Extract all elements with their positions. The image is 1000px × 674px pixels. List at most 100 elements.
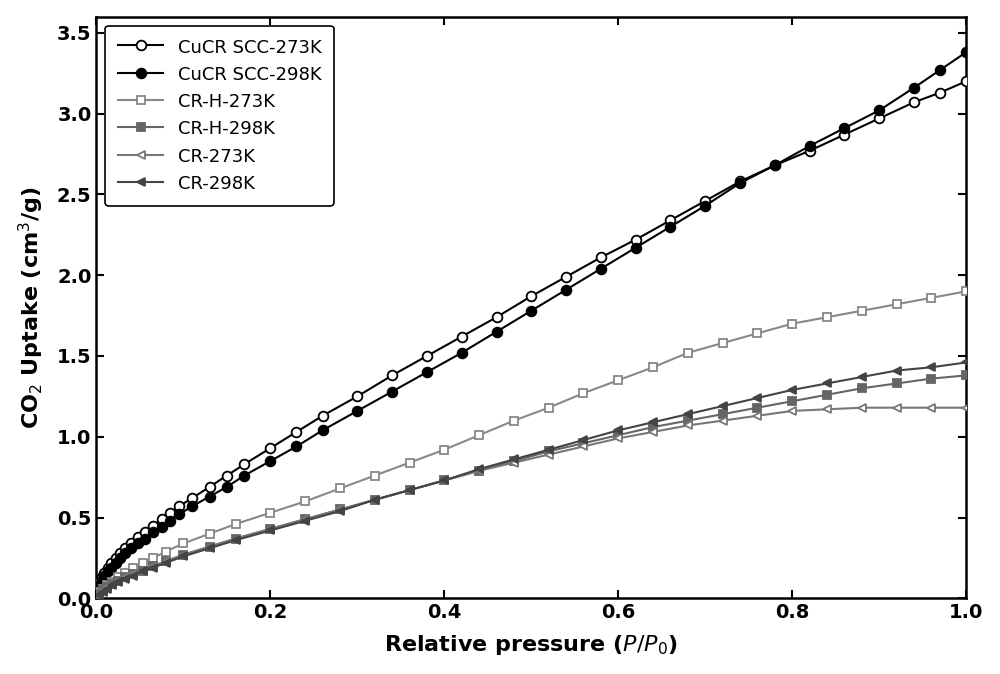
CR-H-298K [112, 576, 124, 584]
CuCR SCC-273K [804, 147, 816, 155]
CR-273K [682, 421, 694, 429]
CuCR SCC-273K [317, 412, 329, 420]
CR-H-273K [856, 307, 868, 315]
CR-H-273K [97, 584, 109, 592]
CR-H-273K [112, 574, 124, 582]
CR-H-298K [438, 477, 450, 485]
CR-H-273K [821, 313, 833, 321]
CR-H-273K [682, 348, 694, 357]
CuCR SCC-298K [290, 442, 302, 450]
CuCR SCC-298K [147, 528, 159, 536]
CR-H-273K [891, 300, 903, 308]
CuCR SCC-298K [238, 472, 250, 480]
CR-298K [264, 526, 276, 534]
CuCR SCC-273K [93, 578, 105, 586]
CR-273K [97, 586, 109, 594]
CR-298K [177, 552, 189, 560]
CuCR SCC-273K [908, 98, 920, 106]
CuCR SCC-273K [114, 549, 126, 557]
CR-273K [264, 525, 276, 533]
CuCR SCC-298K [110, 559, 122, 567]
CuCR SCC-273K [456, 332, 468, 340]
CR-H-273K [106, 578, 118, 586]
CR-273K [369, 496, 381, 504]
CR-298K [127, 572, 139, 580]
CR-H-298K [106, 580, 118, 588]
CR-298K [821, 379, 833, 388]
CR-273K [204, 543, 216, 551]
CuCR SCC-273K [139, 528, 151, 536]
CR-H-298K [717, 410, 729, 418]
CR-298K [647, 418, 659, 426]
CR-298K [473, 465, 485, 473]
CR-H-273K [786, 319, 798, 328]
CR-298K [230, 536, 242, 544]
CuCR SCC-273K [164, 509, 176, 517]
CuCR SCC-298K [491, 328, 503, 336]
CuCR SCC-273K [873, 115, 885, 123]
CR-H-298K [647, 423, 659, 431]
CR-H-298K [147, 562, 159, 570]
CR-H-298K [137, 567, 149, 575]
CR-H-298K [160, 557, 172, 565]
CR-298K [682, 410, 694, 418]
CR-273K [438, 477, 450, 485]
CR-273K [404, 486, 416, 494]
CuCR SCC-273K [664, 216, 676, 224]
CuCR SCC-298K [173, 510, 185, 518]
CR-H-273K [204, 530, 216, 538]
CuCR SCC-298K [595, 265, 607, 273]
CuCR SCC-273K [132, 533, 144, 541]
CR-H-273K [160, 547, 172, 555]
CR-H-273K [369, 472, 381, 480]
CuCR SCC-298K [139, 534, 151, 543]
CuCR SCC-298K [873, 106, 885, 115]
CuCR SCC-298K [105, 563, 117, 572]
CR-H-298K [960, 371, 972, 379]
CR-273K [101, 583, 113, 591]
CR-H-298K [230, 534, 242, 543]
CR-H-273K [612, 376, 624, 384]
CuCR SCC-273K [238, 460, 250, 468]
CuCR SCC-273K [102, 563, 114, 572]
CR-H-273K [925, 294, 937, 302]
CR-298K [508, 456, 520, 464]
CuCR SCC-298K [664, 222, 676, 231]
CuCR SCC-298K [156, 523, 168, 531]
CR-H-298K [127, 570, 139, 578]
CR-H-273K [577, 389, 589, 397]
CR-298K [119, 575, 131, 583]
CuCR SCC-298K [838, 124, 850, 132]
Line: CuCR SCC-273K: CuCR SCC-273K [94, 76, 971, 587]
CR-H-273K [404, 458, 416, 466]
CuCR SCC-273K [595, 253, 607, 262]
CuCR SCC-273K [934, 88, 946, 96]
CR-H-298K [612, 431, 624, 439]
CuCR SCC-273K [960, 78, 972, 86]
CuCR SCC-273K [838, 131, 850, 139]
CR-273K [717, 417, 729, 425]
CuCR SCC-298K [93, 582, 105, 590]
CR-H-298K [786, 397, 798, 405]
CuCR SCC-273K [173, 502, 185, 510]
CR-273K [177, 551, 189, 559]
CR-273K [127, 570, 139, 578]
CR-H-298K [751, 404, 763, 412]
CR-298K [204, 544, 216, 552]
CR-H-273K [334, 485, 346, 493]
CR-273K [147, 562, 159, 570]
CR-H-298K [891, 379, 903, 388]
CR-H-273K [438, 446, 450, 454]
CuCR SCC-273K [630, 236, 642, 244]
CuCR SCC-298K [960, 48, 972, 56]
Line: CR-H-298K: CR-H-298K [95, 371, 970, 598]
CR-273K [960, 404, 972, 412]
CR-273K [473, 466, 485, 474]
CR-H-298K [97, 586, 109, 594]
CR-H-298K [508, 457, 520, 465]
CuCR SCC-298K [119, 549, 131, 557]
CR-298K [112, 578, 124, 586]
CR-273K [543, 450, 555, 458]
CR-298K [97, 588, 109, 596]
CR-298K [147, 563, 159, 572]
